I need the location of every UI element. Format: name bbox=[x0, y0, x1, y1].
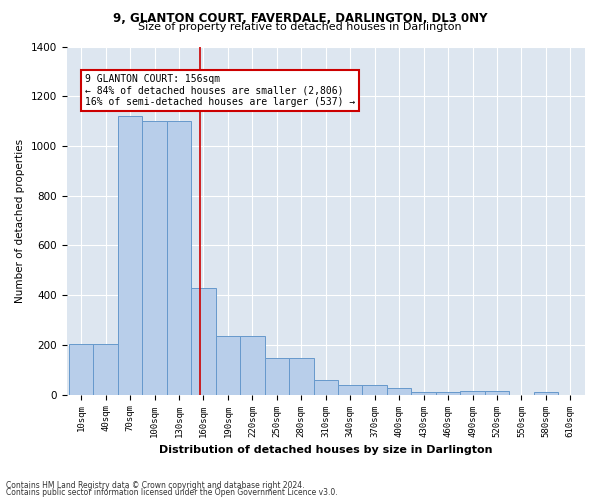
Bar bbox=[485, 392, 509, 394]
Y-axis label: Number of detached properties: Number of detached properties bbox=[15, 138, 25, 302]
Bar bbox=[533, 392, 558, 394]
Bar bbox=[412, 392, 436, 394]
Text: Contains public sector information licensed under the Open Government Licence v3: Contains public sector information licen… bbox=[6, 488, 338, 497]
Bar bbox=[167, 121, 191, 394]
Text: Size of property relative to detached houses in Darlington: Size of property relative to detached ho… bbox=[138, 22, 462, 32]
Bar bbox=[387, 388, 412, 394]
Bar bbox=[240, 336, 265, 394]
Bar bbox=[94, 344, 118, 394]
Bar bbox=[191, 288, 216, 395]
Bar bbox=[314, 380, 338, 394]
X-axis label: Distribution of detached houses by size in Darlington: Distribution of detached houses by size … bbox=[159, 445, 493, 455]
Bar bbox=[338, 384, 362, 394]
Bar bbox=[289, 358, 314, 395]
Bar bbox=[362, 384, 387, 394]
Bar bbox=[118, 116, 142, 394]
Text: Contains HM Land Registry data © Crown copyright and database right 2024.: Contains HM Land Registry data © Crown c… bbox=[6, 480, 305, 490]
Bar bbox=[216, 336, 240, 394]
Bar bbox=[460, 392, 485, 394]
Bar bbox=[142, 121, 167, 394]
Text: 9, GLANTON COURT, FAVERDALE, DARLINGTON, DL3 0NY: 9, GLANTON COURT, FAVERDALE, DARLINGTON,… bbox=[113, 12, 487, 26]
Bar bbox=[265, 358, 289, 395]
Bar bbox=[436, 392, 460, 394]
Text: 9 GLANTON COURT: 156sqm
← 84% of detached houses are smaller (2,806)
16% of semi: 9 GLANTON COURT: 156sqm ← 84% of detache… bbox=[85, 74, 356, 107]
Bar bbox=[69, 344, 94, 394]
